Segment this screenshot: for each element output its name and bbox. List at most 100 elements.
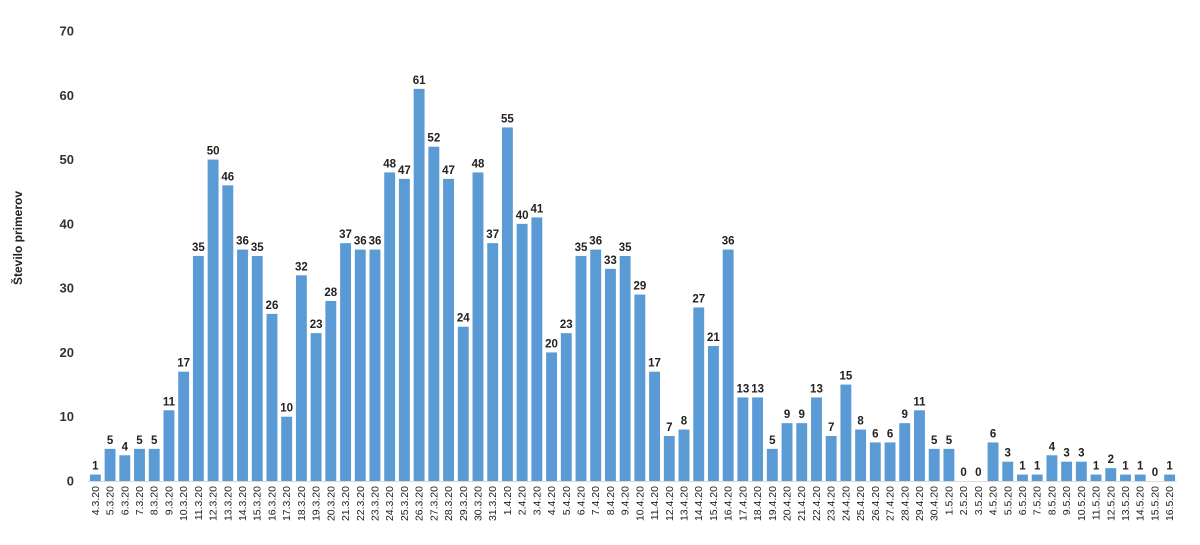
bar [237,249,248,481]
data-label: 9 [902,409,908,421]
bar [1075,461,1087,481]
x-tick-label: 18.3.20 [296,486,308,521]
data-label: 7 [666,422,672,434]
x-tick-label: 14.5.20 [1135,486,1147,521]
bar [1002,461,1014,481]
bar [1090,474,1102,481]
data-label: 1 [1166,461,1173,473]
x-tick-label: 14.3.20 [237,486,249,521]
data-label: 46 [221,171,234,183]
data-label: 13 [810,383,823,395]
x-tick-label: 15.4.20 [708,486,720,521]
bar [354,249,366,481]
data-label: 2 [1108,454,1114,466]
x-tick-label: 5.4.20 [561,486,573,515]
bar [590,249,602,481]
x-tick-label: 4.3.20 [90,486,102,515]
bar [707,346,719,481]
x-tick-label: 12.4.20 [664,486,676,521]
data-label: 7 [828,422,834,434]
data-label: 23 [310,319,323,331]
bar [560,333,572,481]
y-axis: 0 10 20 30 40 50 60 70 [60,24,74,489]
data-label: 1 [1137,461,1144,473]
data-label: 1 [1034,461,1041,473]
data-label: 37 [486,229,499,241]
x-tick-label: 11.3.20 [193,486,205,520]
x-tick-label: 28.3.20 [443,486,455,521]
bar [251,256,263,481]
data-label: 17 [648,358,661,370]
data-label: 5 [136,435,143,447]
data-label: 1 [1122,461,1129,473]
bar [914,410,925,481]
bar [811,397,822,481]
x-tick-label: 2.5.20 [958,486,970,515]
data-label: 36 [369,236,382,248]
data-label: 52 [427,133,440,145]
x-tick-label: 11.4.20 [649,486,661,520]
data-label: 5 [769,435,776,447]
x-tick-label: 3.5.20 [973,486,985,515]
bar [457,326,469,481]
x-tick-label: 19.4.20 [767,486,779,521]
bar [987,442,999,481]
data-label: 26 [266,300,279,312]
x-tick-label: 28.4.20 [899,486,911,521]
x-tick-label: 27.3.20 [428,486,440,521]
x-tick-label: 20.3.20 [325,486,337,521]
x-tick-label: 7.5.20 [1032,486,1044,515]
bar [928,448,940,481]
y-axis-label: Število primerov [10,191,25,285]
x-tick-label: 24.4.20 [840,486,852,521]
x-tick-label: 8.5.20 [1046,486,1058,515]
x-tick-label: 9.4.20 [620,486,632,515]
x-tick-label: 6.5.20 [1017,486,1029,515]
x-tick-label: 16.5.20 [1164,486,1176,521]
x-tick-label: 25.4.20 [855,486,867,521]
x-tick-label: 14.4.20 [693,486,705,521]
bar [575,256,587,481]
data-label: 37 [339,229,352,241]
bar [737,397,749,481]
x-tick-label: 30.4.20 [929,486,941,521]
data-label: 61 [413,75,426,87]
x-tick-label: 22.4.20 [811,486,823,521]
x-tick-label: 13.3.20 [222,486,234,521]
x-tick-label: 13.4.20 [679,486,691,521]
x-tick-label: 2.4.20 [517,486,529,515]
data-label: 17 [177,358,190,370]
data-label: 35 [192,242,205,254]
x-tick-label: 17.4.20 [737,486,749,521]
x-tick-label: 6.4.20 [575,486,587,515]
bar [634,294,646,481]
bar [163,410,175,481]
data-label: 36 [354,236,367,248]
bar [281,416,293,481]
data-label: 0 [975,467,981,479]
data-label: 47 [398,165,411,177]
x-tick-label: 23.4.20 [826,486,838,521]
bars [89,88,1176,482]
x-tick-label: 24.3.20 [384,486,396,521]
data-label: 50 [207,146,220,158]
x-tick-label: 21.4.20 [796,486,808,521]
y-tick-label: 40 [60,216,74,231]
bar [781,423,793,481]
bar [340,243,351,481]
x-tick-label: 4.5.20 [988,486,1000,515]
data-label: 4 [1049,441,1056,453]
x-tick-label: 27.4.20 [885,486,897,521]
x-tick-label: 12.5.20 [1105,486,1117,521]
data-label: 33 [604,255,617,267]
x-tick-label: 29.3.20 [458,486,470,521]
data-label: 6 [872,428,878,440]
data-label: 40 [516,210,529,222]
x-tick-label: 5.5.20 [1002,486,1014,515]
data-label: 11 [163,396,176,408]
data-label: 36 [722,236,735,248]
data-label: 0 [1152,467,1158,479]
data-label: 4 [122,441,129,453]
data-label: 29 [633,281,646,293]
